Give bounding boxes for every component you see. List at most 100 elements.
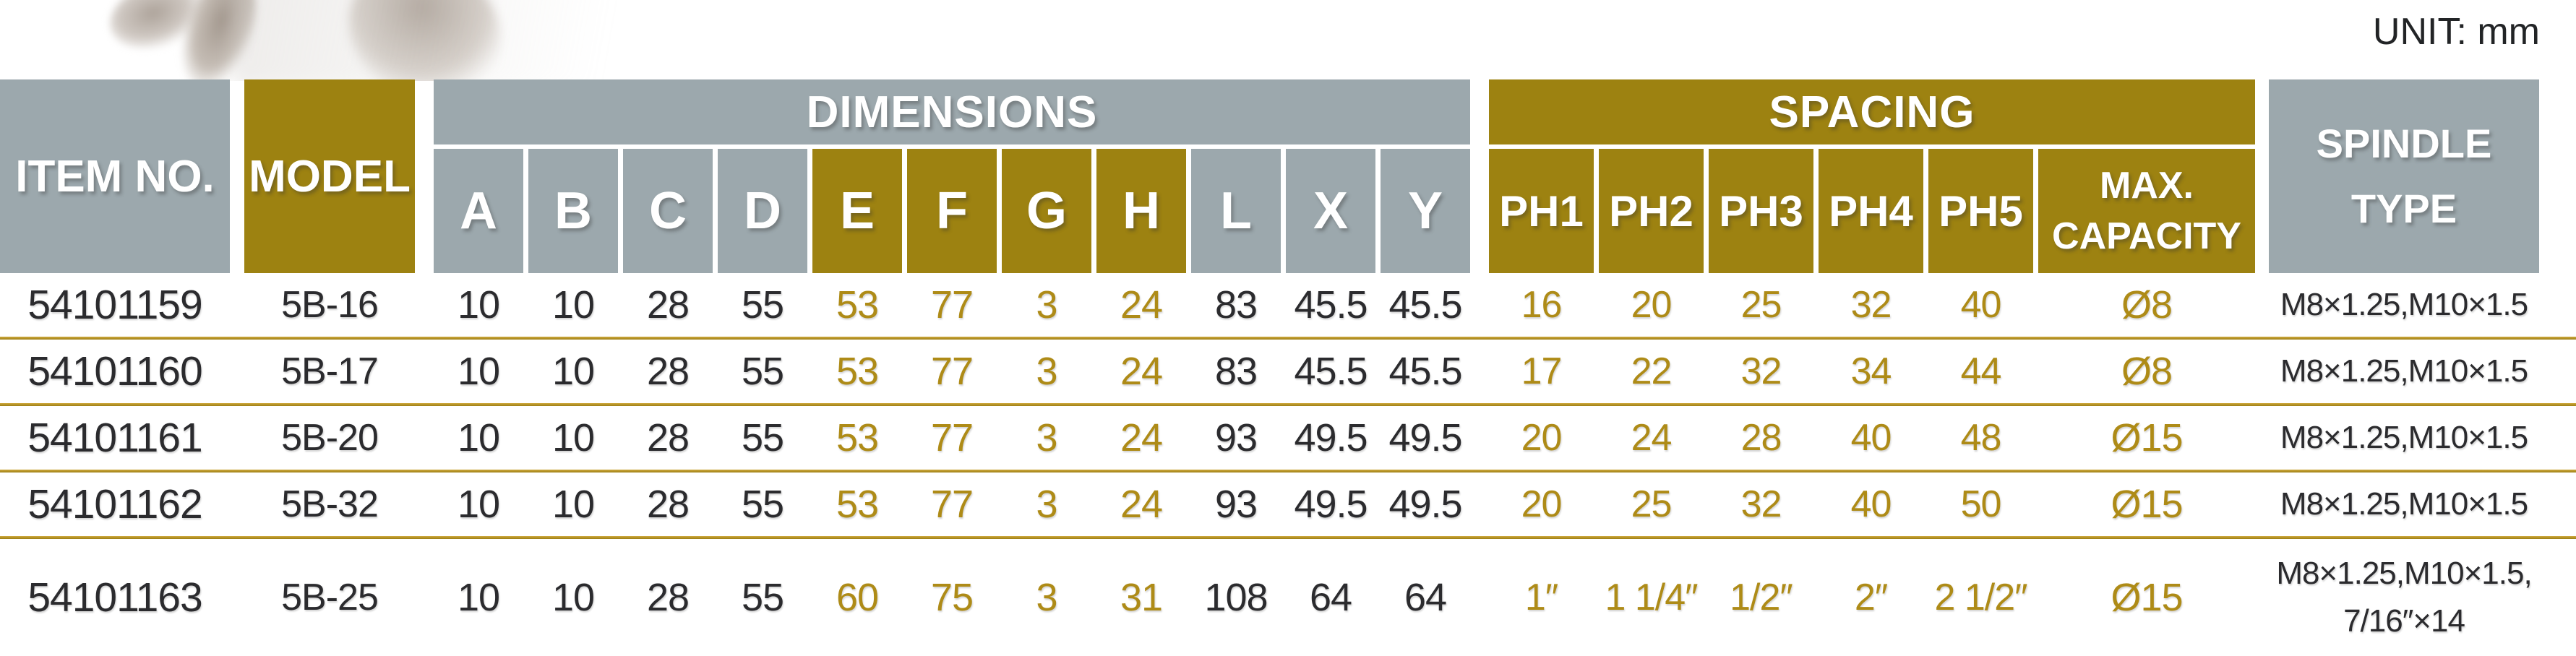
dim-b-cell: 10: [551, 416, 595, 459]
ph2-cell: 20: [1631, 284, 1673, 326]
spindle-type-cell: M8×1.25,M10×1.5: [2280, 486, 2528, 522]
dim-d-cell: 55: [741, 576, 784, 619]
dim-e-cell: 53: [836, 483, 879, 526]
max-capacity-cell: Ø8: [2121, 283, 2173, 327]
ph4-cell: 40: [1850, 483, 1892, 525]
ph4-cell: 32: [1850, 284, 1892, 326]
ph2-cell: 22: [1631, 350, 1673, 392]
ph5-cell: 44: [1960, 350, 2002, 392]
dimensions-subheader-row: A B C D E F G H L X Y: [434, 149, 1470, 273]
spindle-type-cell: M8×1.25,M10×1.5: [2280, 287, 2528, 322]
model-cell: 5B-25: [281, 577, 379, 618]
header-group-dimensions: DIMENSIONS A B C D E F G H L X Y: [434, 79, 1470, 273]
row-separator: [0, 470, 2576, 472]
dim-c-cell: 28: [646, 350, 690, 393]
ph5-cell: 48: [1960, 417, 2002, 459]
table-header: ITEM NO. MODEL DIMENSIONS A B C D E F G …: [0, 79, 2576, 273]
spec-table: ITEM NO. MODEL DIMENSIONS A B C D E F G …: [0, 79, 2576, 656]
header-col-b: B: [528, 149, 618, 273]
dim-x-cell: 49.5: [1294, 416, 1368, 459]
ph3-cell: 32: [1740, 350, 1782, 392]
header-col-h: H: [1096, 149, 1186, 273]
model-cell: 5B-16: [281, 284, 379, 326]
header-col-f: F: [907, 149, 997, 273]
ph1-cell: 1″: [1524, 577, 1558, 618]
spindle-type-cell: M8×1.25,M10×1.5: [2280, 353, 2528, 389]
dim-d-cell: 55: [741, 483, 784, 526]
dim-g-cell: 3: [1036, 283, 1057, 327]
dim-d-cell: 55: [741, 416, 784, 459]
ph2-cell: 25: [1631, 483, 1673, 525]
spindle-type-cell: M8×1.25,M10×1.5: [2280, 420, 2528, 455]
ph3-cell: 28: [1740, 417, 1782, 459]
header-col-ph5: PH5: [1928, 149, 2033, 273]
table-row: 54101161 5B-20 10 10 28 55 53 77 3 24 93…: [0, 406, 2576, 470]
header-col-ph1: PH1: [1489, 149, 1594, 273]
header-item-no: ITEM NO.: [0, 79, 230, 273]
dim-b-cell: 10: [551, 483, 595, 526]
ph5-cell: 50: [1960, 483, 2002, 525]
ph5-cell: 40: [1960, 284, 2002, 326]
item-no-cell: 54101161: [27, 415, 202, 461]
unit-label: UNIT: mm: [2372, 11, 2540, 53]
ph5-cell: 2 1/2″: [1934, 577, 2027, 618]
table-row: 54101159 5B-16 10 10 28 55 53 77 3 24 83…: [0, 273, 2576, 337]
max-capacity-cell: Ø15: [2111, 576, 2183, 619]
max-capacity-cell: Ø15: [2111, 416, 2183, 459]
ph1-cell: 20: [1521, 417, 1563, 459]
dim-h-cell: 24: [1120, 416, 1163, 459]
dim-a-cell: 10: [457, 283, 500, 327]
dim-l-cell: 83: [1214, 283, 1258, 327]
dim-a-cell: 10: [457, 483, 500, 526]
ph1-cell: 20: [1521, 483, 1563, 525]
row-separator: [0, 536, 2576, 539]
dim-l-cell: 93: [1214, 416, 1258, 459]
dim-l-cell: 108: [1204, 576, 1268, 619]
dim-f-cell: 75: [930, 576, 974, 619]
dim-b-cell: 10: [551, 350, 595, 393]
dim-y-cell: 45.5: [1388, 283, 1462, 327]
item-no-cell: 54101159: [27, 282, 202, 328]
dim-b-cell: 10: [551, 576, 595, 619]
dim-g-cell: 3: [1036, 350, 1057, 393]
dim-y-cell: 45.5: [1388, 350, 1462, 393]
dim-h-cell: 24: [1120, 283, 1163, 327]
dim-x-cell: 45.5: [1294, 283, 1368, 327]
dim-f-cell: 77: [930, 416, 974, 459]
dim-e-cell: 53: [836, 350, 879, 393]
dim-h-cell: 24: [1120, 350, 1163, 393]
header-col-g: G: [1002, 149, 1091, 273]
dim-f-cell: 77: [930, 350, 974, 393]
max-capacity-cell: Ø15: [2111, 483, 2183, 526]
spindle-type-cell: M8×1.25,M10×1.5, 7/16″×14: [2276, 556, 2532, 639]
dim-c-cell: 28: [646, 283, 690, 327]
dim-g-cell: 3: [1036, 483, 1057, 526]
ph4-cell: 40: [1850, 417, 1892, 459]
dim-h-cell: 24: [1120, 483, 1163, 526]
dim-x-cell: 45.5: [1294, 350, 1368, 393]
dim-b-cell: 10: [551, 283, 595, 327]
dim-f-cell: 77: [930, 483, 974, 526]
dim-y-cell: 49.5: [1388, 483, 1462, 526]
ph4-cell: 34: [1850, 350, 1892, 392]
header-col-x: X: [1286, 149, 1375, 273]
header-col-ph4: PH4: [1819, 149, 1923, 273]
dim-a-cell: 10: [457, 350, 500, 393]
ph2-cell: 1 1/4″: [1605, 577, 1698, 618]
ph3-cell: 32: [1740, 483, 1782, 525]
header-col-a: A: [434, 149, 523, 273]
spacing-subheader-row: PH1 PH2 PH3 PH4 PH5 MAX. CAPACITY: [1489, 149, 2255, 273]
ph4-cell: 2″: [1854, 577, 1888, 618]
dim-c-cell: 28: [646, 483, 690, 526]
header-col-e: E: [812, 149, 902, 273]
header-col-y: Y: [1381, 149, 1470, 273]
dim-a-cell: 10: [457, 576, 500, 619]
table-row: 54101160 5B-17 10 10 28 55 53 77 3 24 83…: [0, 340, 2576, 403]
dim-f-cell: 77: [930, 283, 974, 327]
dim-e-cell: 60: [836, 576, 879, 619]
model-cell: 5B-20: [281, 417, 379, 459]
model-cell: 5B-17: [281, 350, 379, 392]
header-col-c: C: [623, 149, 713, 273]
dim-l-cell: 83: [1214, 350, 1258, 393]
dimensions-group-label: DIMENSIONS: [434, 79, 1470, 144]
